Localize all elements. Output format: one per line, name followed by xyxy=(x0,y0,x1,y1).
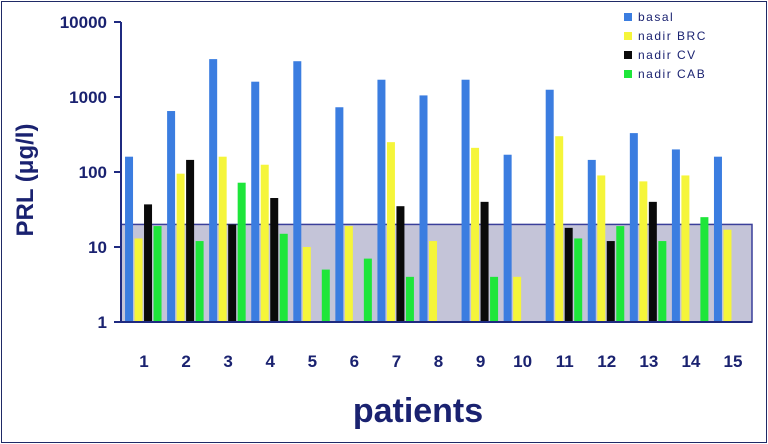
bar-nadir-cab xyxy=(700,217,709,322)
bar-basal xyxy=(629,133,638,322)
bar-nadir-brc xyxy=(176,173,185,322)
bars xyxy=(125,59,732,323)
bar-basal xyxy=(587,159,596,322)
bar-nadir-brc xyxy=(134,238,143,322)
bar-nadir-brc xyxy=(429,241,437,322)
bar-nadir-cab xyxy=(153,226,162,322)
y-tick-label: 10 xyxy=(88,238,107,257)
x-tick-label: 4 xyxy=(265,352,275,371)
bar-basal xyxy=(335,107,344,322)
bar-nadir-cab xyxy=(363,258,372,322)
y-tick-label: 1000 xyxy=(69,88,107,107)
x-tick-label: 13 xyxy=(639,352,658,371)
bar-nadir-cab xyxy=(195,241,204,322)
bar-basal xyxy=(209,59,218,323)
x-tick-labels: 1 2 3 4 5 6 7 8 9 10 11 12 13 14 15 xyxy=(139,352,742,371)
legend-label: basal xyxy=(638,10,674,24)
legend-label: nadir BRC xyxy=(638,29,707,43)
bar-nadir-brc xyxy=(344,226,353,322)
x-tick-label: 6 xyxy=(350,352,359,371)
bar-basal xyxy=(251,81,260,322)
bar-nadir-cv xyxy=(606,241,615,322)
bar-nadir-brc xyxy=(218,156,227,322)
legend-swatch xyxy=(624,13,632,21)
x-tick-label: 1 xyxy=(139,352,148,371)
bar-nadir-cv xyxy=(564,227,573,322)
x-tick-label: 3 xyxy=(223,352,232,371)
bar-nadir-cv xyxy=(396,206,405,322)
x-tick-label: 8 xyxy=(434,352,443,371)
bar-nadir-cab xyxy=(321,269,330,322)
y-tick-label: 1 xyxy=(98,313,107,332)
bar-nadir-brc xyxy=(471,147,480,322)
bar-basal xyxy=(419,95,428,323)
x-tick-label: 5 xyxy=(308,352,317,371)
bar-basal xyxy=(503,154,512,322)
bar-nadir-brc xyxy=(639,181,648,322)
bar-nadir-cab xyxy=(616,226,625,322)
x-tick-label: 11 xyxy=(556,352,574,371)
x-tick-label: 15 xyxy=(724,352,743,371)
bar-nadir-cv xyxy=(228,224,237,322)
bar-nadir-cab xyxy=(658,241,667,322)
x-tick-label: 12 xyxy=(597,352,616,371)
bar-nadir-cab xyxy=(405,276,414,322)
legend-label: nadir CV xyxy=(638,48,697,62)
bar-nadir-cv xyxy=(270,198,279,322)
bar-nadir-cv xyxy=(144,204,153,322)
legend-swatch xyxy=(624,51,632,59)
x-axis-label: patients xyxy=(353,392,483,430)
bar-nadir-cv xyxy=(186,159,195,322)
y-tick-labels: 1 10 100 1000 10000 xyxy=(60,13,107,332)
bar-nadir-cab xyxy=(279,233,288,322)
x-tick-label: 9 xyxy=(476,352,485,371)
bar-basal xyxy=(377,79,386,322)
legend-swatch xyxy=(624,70,632,78)
legend-swatch xyxy=(624,32,632,40)
bar-nadir-brc xyxy=(386,142,395,322)
bar-nadir-cv xyxy=(480,201,489,322)
x-tick-label: 14 xyxy=(681,352,700,371)
bar-basal xyxy=(461,79,470,322)
x-tick-label: 10 xyxy=(513,352,532,371)
bar-nadir-brc xyxy=(597,175,606,322)
bar-basal xyxy=(125,156,134,322)
gridlines xyxy=(114,21,121,323)
bar-nadir-cv xyxy=(648,201,657,322)
x-tick-label: 2 xyxy=(181,352,190,371)
bar-nadir-brc xyxy=(302,247,311,322)
bar-nadir-brc xyxy=(723,229,732,322)
y-tick-label: 10000 xyxy=(60,13,107,32)
bar-nadir-brc xyxy=(681,175,690,322)
y-tick-label: 100 xyxy=(79,163,107,182)
bar-basal xyxy=(545,89,554,322)
legend-label: nadir CAB xyxy=(638,67,706,81)
bar-basal xyxy=(167,111,176,323)
bar-nadir-brc xyxy=(555,136,564,322)
bar-nadir-cab xyxy=(237,182,246,322)
bar-nadir-cab xyxy=(574,238,583,322)
bar-basal xyxy=(671,149,680,322)
y-axis-label: PRL (μg/l) xyxy=(12,124,39,237)
x-tick-label: 7 xyxy=(392,352,401,371)
bar-nadir-brc xyxy=(260,164,269,322)
legend: basal nadir BRC nadir CV nadir CAB xyxy=(624,10,707,81)
bar-nadir-cab xyxy=(490,276,499,322)
bar-basal xyxy=(713,156,722,322)
bar-nadir-brc xyxy=(513,276,522,322)
bar-basal xyxy=(293,61,302,322)
